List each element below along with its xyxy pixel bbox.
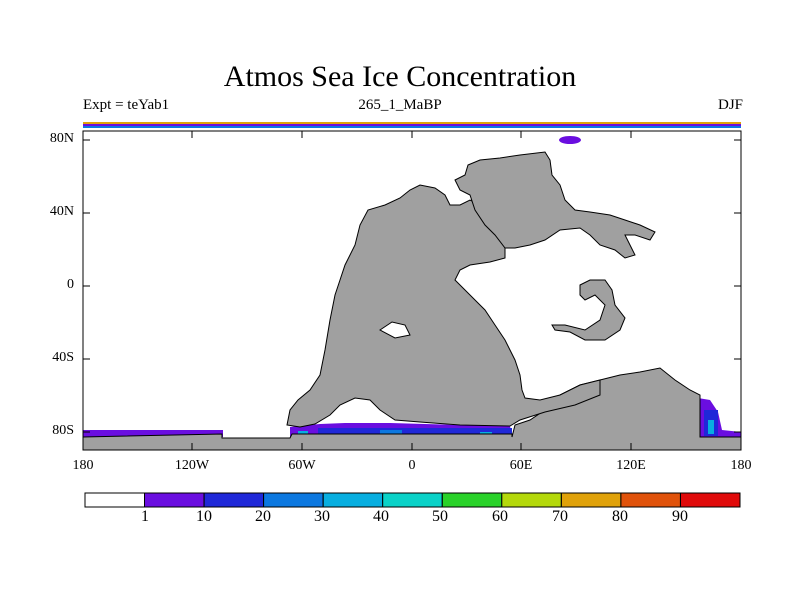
colorbar-label: 40 <box>373 508 389 525</box>
arctic-ice-patch <box>559 136 581 144</box>
top-strip-purple <box>83 124 741 126</box>
colorbar-box <box>680 492 741 508</box>
x-label-60w: 60W <box>288 458 316 473</box>
x-label-180w: 180 <box>72 458 94 473</box>
x-label-0: 0 <box>408 458 416 473</box>
x-label-120w: 120W <box>174 458 210 473</box>
experiment-label: Expt = teYab1 <box>83 97 170 113</box>
season-label: DJF <box>717 97 743 113</box>
ice-band-central-mid <box>318 428 512 434</box>
y-label-80n: 80N <box>49 131 74 146</box>
x-ticks <box>191 131 632 450</box>
x-label-180e: 180 <box>730 458 752 473</box>
colorbar-box <box>441 492 503 508</box>
colorbar-box <box>263 492 324 508</box>
colorbar-label: 30 <box>314 508 330 525</box>
y-label-0: 0 <box>67 277 74 292</box>
colorbar-label: 60 <box>492 508 508 525</box>
colorbar-label: 20 <box>255 508 271 525</box>
colorbar-box <box>203 492 265 508</box>
y-ticks <box>83 139 741 433</box>
western-continent <box>286 184 601 428</box>
colorbar-box <box>144 492 205 508</box>
colorbar-box <box>560 492 622 508</box>
x-label-60e: 60E <box>509 458 533 473</box>
y-label-40s: 40S <box>52 350 74 365</box>
colorbar-label: 90 <box>672 508 688 525</box>
inland-lake <box>379 321 411 339</box>
eastern-island <box>551 279 626 341</box>
colorbar-label: 80 <box>612 508 628 525</box>
colorbar-label: 1 <box>141 508 149 525</box>
x-label-120e: 120E <box>616 458 646 473</box>
period-label: 265_1_MaBP <box>358 97 442 113</box>
colorbar <box>84 492 741 508</box>
y-label-40n: 40N <box>49 204 74 219</box>
top-strip-blue <box>83 126 741 128</box>
map-title: Atmos Sea Ice Concentration <box>223 60 577 93</box>
northern-continent <box>454 151 656 259</box>
colorbar-label: 10 <box>196 508 212 525</box>
top-strip-orange <box>83 122 741 124</box>
colorbar-box <box>382 492 443 508</box>
colorbar-label: 70 <box>552 508 568 525</box>
colorbar-box <box>501 492 562 508</box>
ice-band-central-high <box>380 430 402 436</box>
colorbar-label: 50 <box>432 508 448 525</box>
y-label-80s: 80S <box>52 423 74 438</box>
ice-band-west <box>83 430 223 437</box>
colorbar-box <box>620 492 681 508</box>
ice-band-east-high <box>708 420 714 434</box>
colorbar-box <box>322 492 384 508</box>
colorbar-box <box>84 492 145 508</box>
